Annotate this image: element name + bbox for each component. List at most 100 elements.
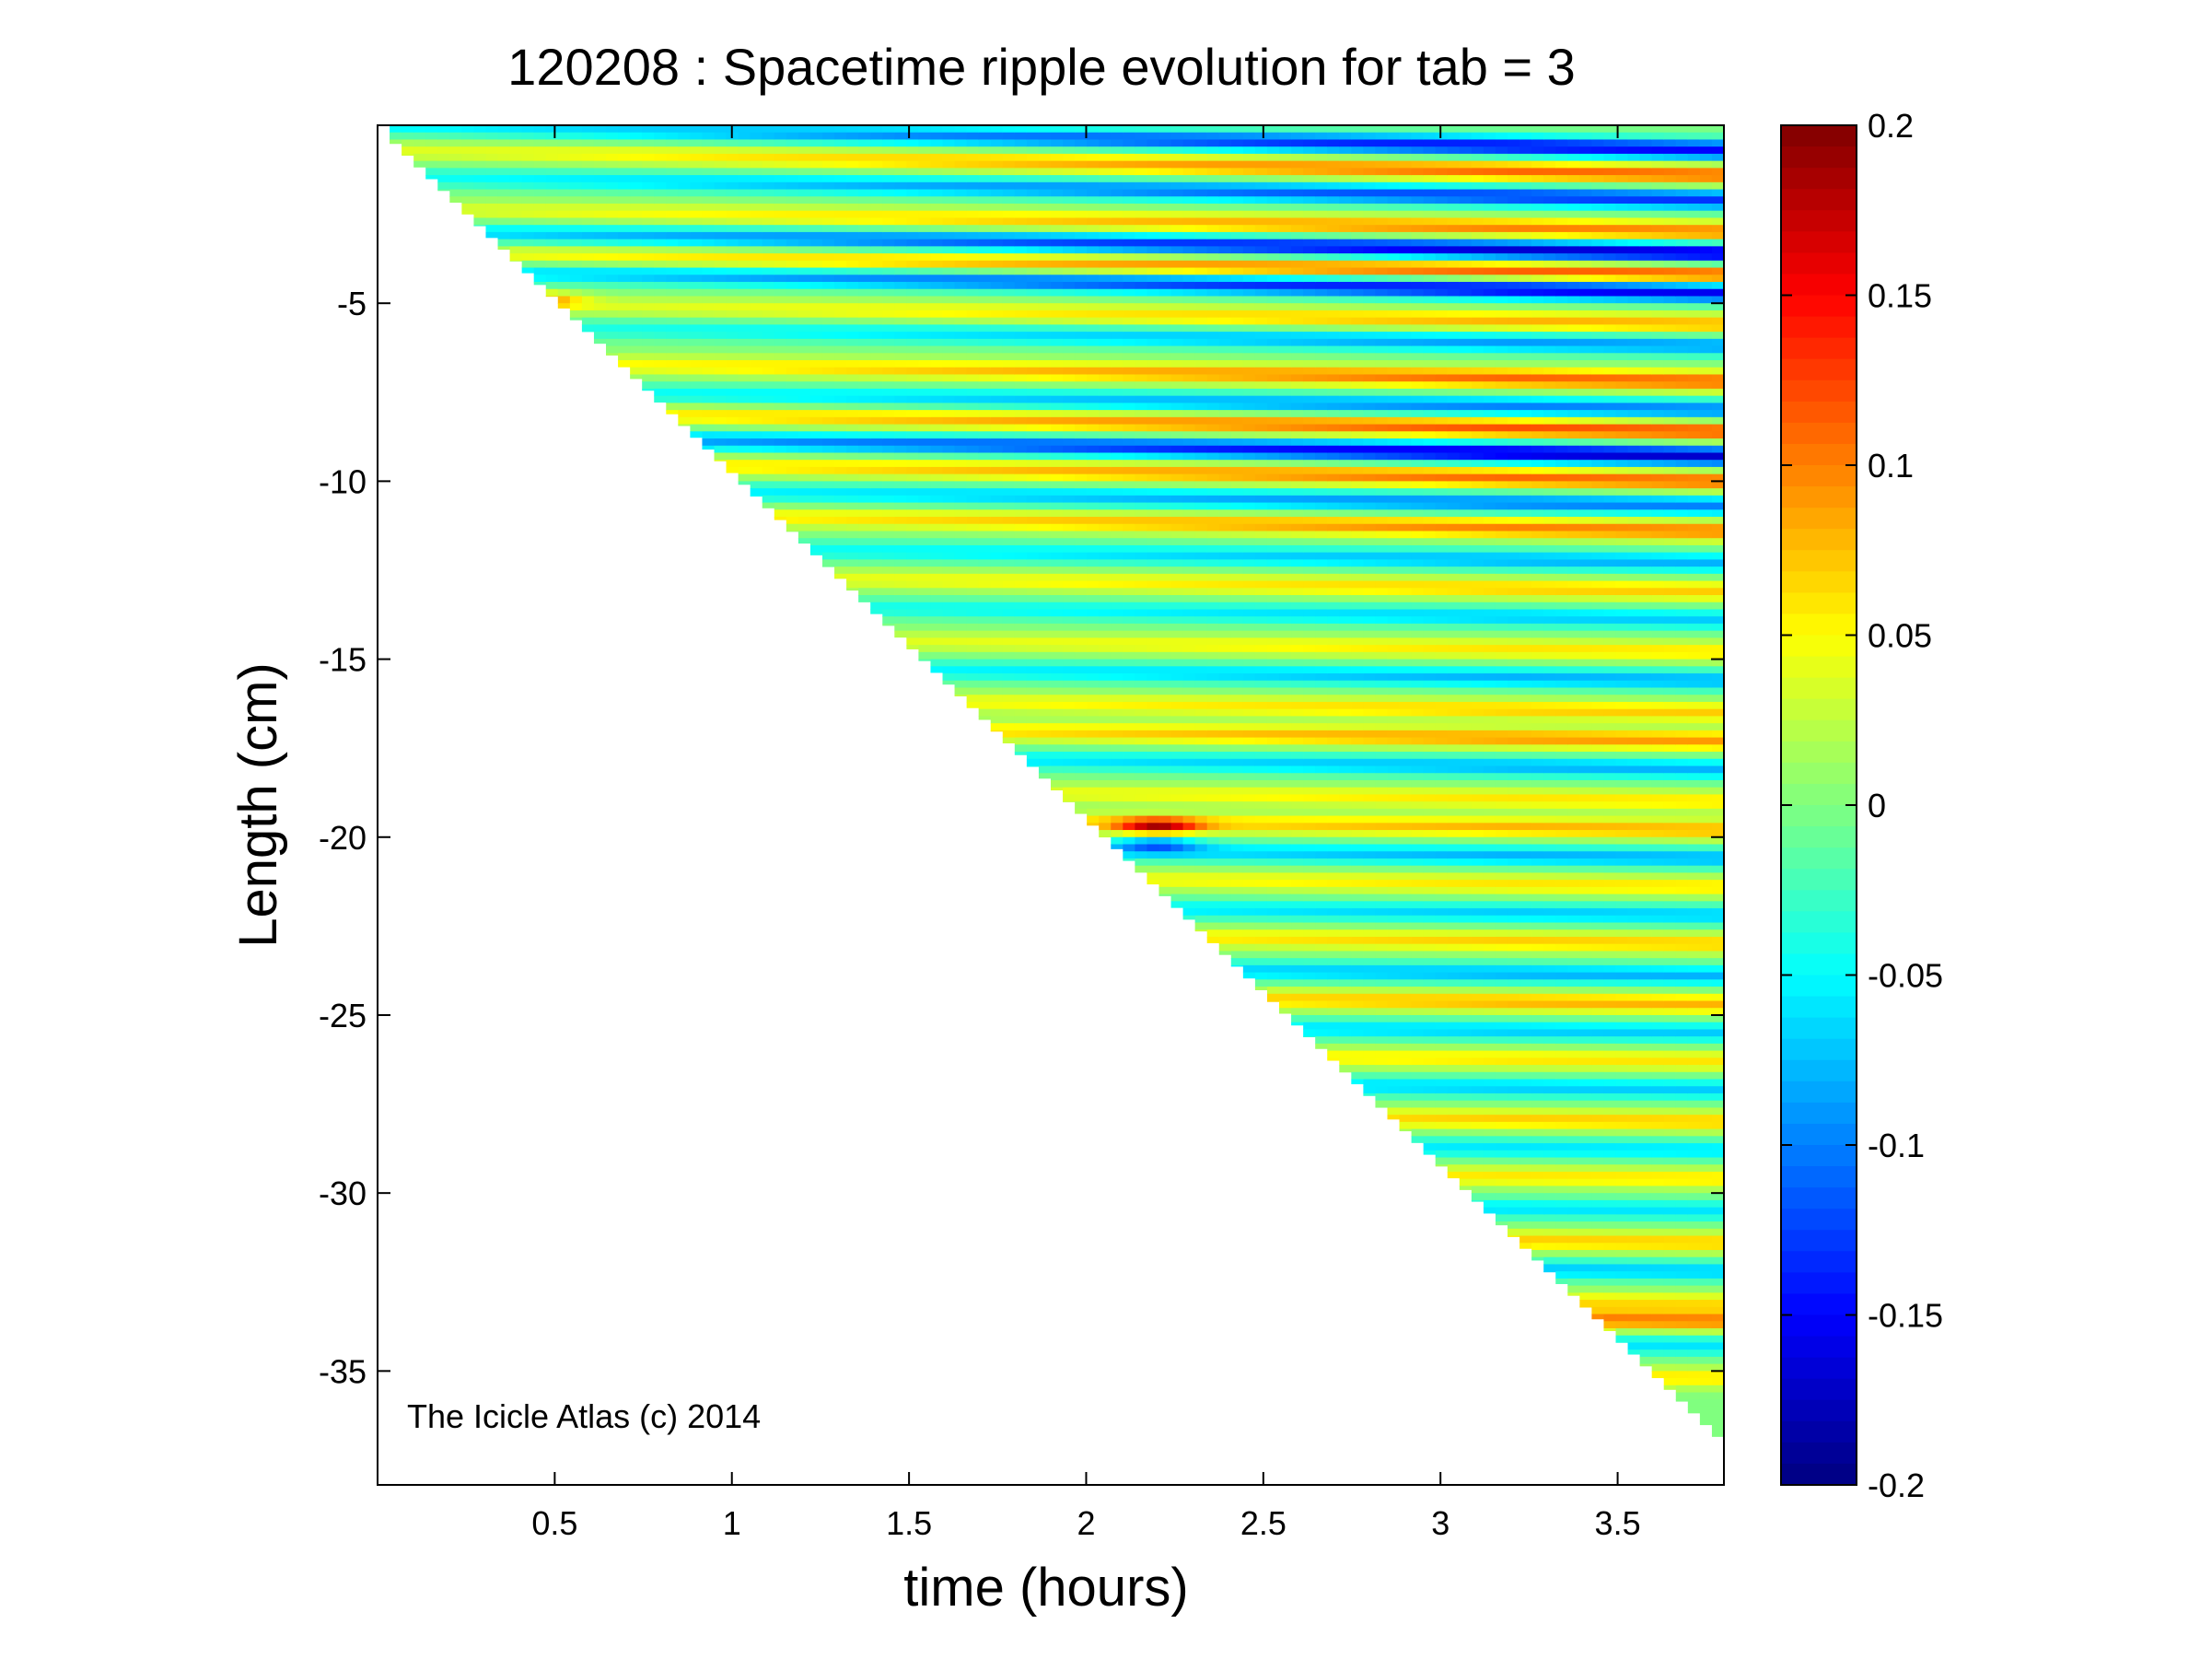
heatmap-cell xyxy=(1135,367,1148,376)
heatmap-cell xyxy=(1063,431,1076,439)
heatmap-cell xyxy=(1147,544,1160,554)
heatmap-cell xyxy=(545,139,559,147)
heatmap-cell xyxy=(1147,332,1160,340)
heatmap-cell xyxy=(678,146,691,155)
heatmap-cell xyxy=(1111,388,1123,397)
heatmap-cell xyxy=(1254,310,1268,319)
heatmap-cell xyxy=(1123,801,1135,810)
heatmap-cell xyxy=(1063,310,1076,319)
heatmap-cell xyxy=(930,125,944,134)
heatmap-cell xyxy=(1038,310,1052,319)
heatmap-cell xyxy=(809,246,823,254)
heatmap-cell xyxy=(1014,231,1028,240)
heatmap-cell xyxy=(569,225,583,233)
heatmap-cell xyxy=(702,160,716,169)
heatmap-cell xyxy=(1158,779,1172,789)
heatmap-cell xyxy=(1087,395,1100,403)
heatmap-cell xyxy=(738,395,751,403)
heatmap-cell xyxy=(593,253,607,262)
heatmap-cell xyxy=(1254,915,1268,924)
heatmap-cell xyxy=(918,225,932,233)
heatmap-cell xyxy=(894,317,907,325)
heatmap-cell xyxy=(786,153,799,162)
heatmap-cell xyxy=(894,602,907,611)
heatmap-cell xyxy=(1063,787,1076,796)
heatmap-cell xyxy=(1051,146,1064,155)
heatmap-cell xyxy=(774,424,787,432)
heatmap-cell xyxy=(1063,424,1076,432)
heatmap-cell xyxy=(1002,353,1016,361)
heatmap-cell xyxy=(954,424,968,432)
heatmap-cell xyxy=(1123,588,1135,596)
heatmap-cell xyxy=(1063,388,1076,397)
heatmap-cell xyxy=(918,410,932,418)
heatmap-cell xyxy=(449,181,462,191)
heatmap-cell xyxy=(797,424,811,432)
heatmap-cell xyxy=(834,246,847,254)
heatmap-cell xyxy=(1242,495,1256,504)
heatmap-cell xyxy=(1266,758,1280,767)
heatmap-cell xyxy=(1291,602,1304,611)
heatmap-cell xyxy=(1182,630,1196,638)
heatmap-cell xyxy=(809,160,823,169)
heatmap-cell xyxy=(1123,744,1135,753)
heatmap-cell xyxy=(581,189,595,197)
heatmap-cell xyxy=(606,282,619,290)
heatmap-cell xyxy=(1230,865,1244,874)
heatmap-cell xyxy=(1099,239,1112,247)
heatmap-cell xyxy=(714,410,728,418)
heatmap-cell xyxy=(1014,438,1028,447)
heatmap-cell xyxy=(1111,752,1123,760)
heatmap-cell xyxy=(1158,317,1172,325)
heatmap-cell xyxy=(870,481,883,489)
heatmap-cell xyxy=(809,438,823,447)
heatmap-cell xyxy=(966,210,980,219)
heatmap-cell xyxy=(1038,517,1052,525)
heatmap-cell xyxy=(809,189,823,197)
heatmap-cell xyxy=(1051,239,1064,247)
heatmap-cell xyxy=(1123,445,1135,454)
heatmap-cell xyxy=(834,288,847,298)
heatmap-cell xyxy=(930,317,944,325)
heatmap-cell xyxy=(846,217,859,226)
heatmap-cell xyxy=(1242,345,1256,354)
heatmap-cell xyxy=(882,488,895,497)
heatmap-cell xyxy=(1182,374,1196,382)
heatmap-cell xyxy=(606,267,619,275)
heatmap-cell xyxy=(1038,488,1052,497)
heatmap-cell xyxy=(774,125,787,134)
heatmap-cell xyxy=(690,353,704,361)
heatmap-cell xyxy=(1099,324,1112,333)
heatmap-cell xyxy=(1279,282,1292,290)
heatmap-cell xyxy=(1051,645,1064,653)
heatmap-cell xyxy=(1099,808,1112,817)
heatmap-cell xyxy=(1266,886,1280,895)
heatmap-cell xyxy=(1111,823,1123,831)
heatmap-cell xyxy=(1242,588,1256,596)
heatmap-cell xyxy=(509,210,523,219)
heatmap-cell xyxy=(690,196,704,204)
heatmap-cell xyxy=(1170,132,1184,141)
heatmap-cell xyxy=(726,253,739,262)
heatmap-cell xyxy=(966,609,980,617)
heatmap-cell xyxy=(1266,210,1280,219)
heatmap-cell xyxy=(990,288,1004,298)
heatmap-cell xyxy=(1254,523,1268,532)
heatmap-cell xyxy=(1099,567,1112,575)
heatmap-cell xyxy=(797,146,811,155)
heatmap-cell xyxy=(485,153,499,162)
heatmap-cell xyxy=(569,168,583,176)
heatmap-cell xyxy=(1087,139,1100,147)
heatmap-cell xyxy=(1051,424,1064,432)
heatmap-cell xyxy=(714,353,728,361)
heatmap-cell xyxy=(473,160,487,169)
heatmap-cell xyxy=(1135,737,1148,745)
heatmap-cell xyxy=(942,139,956,147)
heatmap-cell xyxy=(1147,288,1160,298)
heatmap-cell xyxy=(1051,659,1064,667)
heatmap-cell xyxy=(930,580,944,589)
heatmap-cell xyxy=(882,260,895,269)
heatmap-cell xyxy=(557,168,571,176)
heatmap-cell xyxy=(1242,936,1256,945)
heatmap-cell xyxy=(774,253,787,262)
